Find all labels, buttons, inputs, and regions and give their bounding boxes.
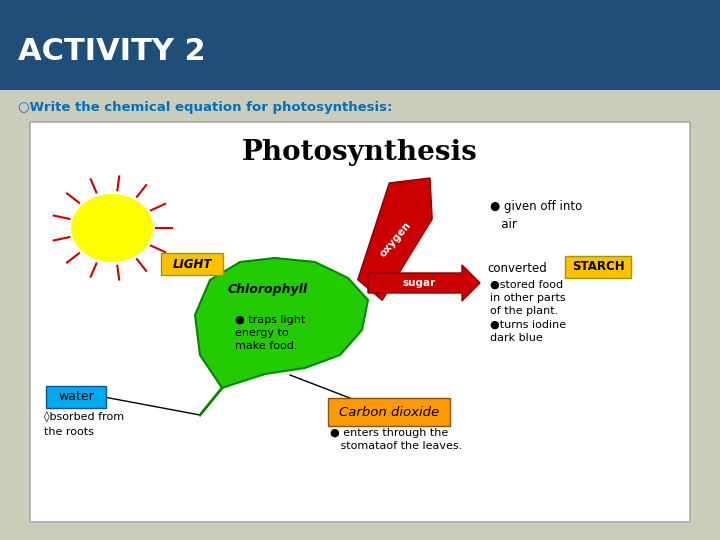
- FancyBboxPatch shape: [0, 0, 720, 90]
- FancyBboxPatch shape: [565, 256, 631, 278]
- Text: converted: converted: [487, 261, 546, 274]
- Text: ACTIVITY 2: ACTIVITY 2: [18, 37, 206, 66]
- FancyBboxPatch shape: [328, 398, 450, 426]
- Text: Carbon dioxide: Carbon dioxide: [339, 406, 439, 419]
- FancyBboxPatch shape: [46, 386, 106, 408]
- Polygon shape: [358, 178, 432, 300]
- Text: ● traps light
energy to
make food.: ● traps light energy to make food.: [235, 315, 305, 352]
- FancyBboxPatch shape: [30, 122, 690, 522]
- Text: ● enters through the
   stomataof the leaves.: ● enters through the stomataof the leave…: [330, 428, 462, 451]
- Text: ●stored food
in other parts
of the plant.
●turns iodine
dark blue: ●stored food in other parts of the plant…: [490, 280, 566, 343]
- Polygon shape: [368, 265, 480, 301]
- FancyBboxPatch shape: [161, 253, 223, 275]
- Text: Chlorophyll: Chlorophyll: [228, 284, 308, 296]
- Text: ● given off into
   air: ● given off into air: [490, 200, 582, 231]
- Text: water: water: [58, 390, 94, 403]
- Text: LIGHT: LIGHT: [172, 258, 212, 271]
- Text: ◊bsorbed from
the roots: ◊bsorbed from the roots: [44, 412, 124, 437]
- Text: oxygen: oxygen: [377, 219, 413, 259]
- Text: sugar: sugar: [402, 278, 436, 288]
- Polygon shape: [195, 258, 368, 388]
- Ellipse shape: [71, 194, 153, 262]
- Text: STARCH: STARCH: [572, 260, 624, 273]
- Text: ○Write the chemical equation for photosynthesis:: ○Write the chemical equation for photosy…: [18, 102, 392, 114]
- Text: Photosynthesis: Photosynthesis: [242, 138, 478, 165]
